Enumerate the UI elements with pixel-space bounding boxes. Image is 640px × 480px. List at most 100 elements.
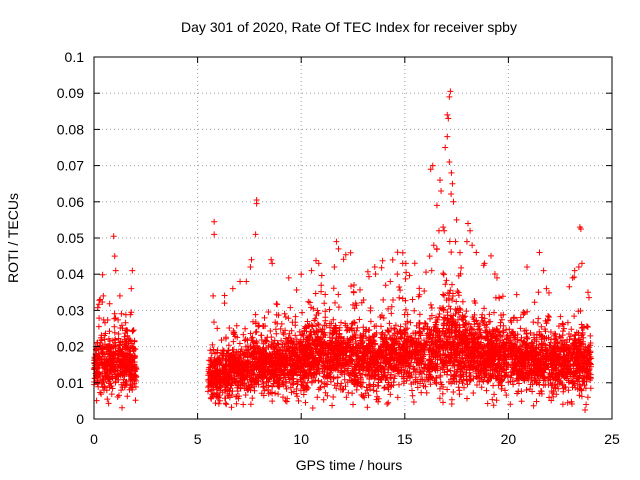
y-tick-label: 0.08 [57,121,84,137]
roti-outlier-point [582,406,589,413]
roti-outlier-point [387,278,394,285]
roti-outlier-point [248,256,255,263]
roti-outlier-point [464,220,471,227]
roti-outlier-point [211,231,218,238]
roti-outlier-point [111,253,118,260]
roti-outlier-point [578,260,585,267]
x-tick-label: 20 [501,431,517,447]
roti-outlier-point [333,238,340,245]
roti-outlier-point [445,115,452,122]
roti-outlier-point [243,278,250,285]
roti-outlier-point [440,224,447,231]
roti-outlier-point [116,292,123,299]
chart-title: Day 301 of 2020, Rate Of TEC Index for r… [181,19,517,35]
roti-outlier-point [524,263,531,270]
roti-point-cloud [91,191,595,411]
roti-outlier-point [252,231,259,238]
roti-outlier-point [433,202,440,209]
roti-outlier-point [335,245,342,252]
roti-outlier-point [237,278,244,285]
roti-outlier-point [427,166,434,173]
roti-outlier-point [97,296,104,303]
roti-outlier-point [444,133,451,140]
y-tick-label: 0.01 [57,375,84,391]
roti-outlier-point [285,274,292,281]
roti-outlier-point [433,245,440,252]
roti-outlier-point [110,233,117,240]
x-axis-label: GPS time / hours [296,457,403,473]
roti-outlier-point [402,260,409,267]
x-tick-label: 25 [604,431,620,447]
roti-outlier-point [571,267,578,274]
x-tick-label: 10 [293,431,309,447]
y-tick-label: 0.04 [57,266,84,282]
roti-outlier-point [385,399,392,406]
roti-outlier-point [446,158,453,165]
roti-outlier-point [446,93,453,100]
roti-outlier-point [351,282,358,289]
roti-outlier-point [450,198,457,205]
roti-outlier-point [569,274,576,281]
roti-outlier-point [247,263,254,270]
roti-outlier-point [437,177,444,184]
roti-outlier-point [577,225,584,232]
y-axis-label: ROTI / TECUs [5,193,21,283]
roti-outlier-point [298,271,305,278]
roti-outlier-point [268,256,275,263]
roti-outlier-point [128,285,135,292]
roti-outlier-point [481,260,488,267]
roti-outlier-point [426,253,433,260]
roti-outlier-point [229,285,236,292]
roti-outlier-point [535,289,542,296]
roti-outlier-point [210,292,217,299]
roti-outlier-point [441,227,448,234]
y-tick-label: 0 [76,411,84,427]
roti-outlier-point [269,260,276,267]
roti-outlier-point [211,218,218,225]
y-tick-label: 0.06 [57,194,84,210]
roti-outlier-point [371,263,378,270]
roti-outlier-point [429,162,436,169]
x-tick-label: 0 [90,431,98,447]
x-tick-label: 5 [194,431,202,447]
roti-outlier-point [315,260,322,267]
roti-outlier-point [308,267,315,274]
roti-outlier-point [453,216,460,223]
roti-outlier-point [583,401,590,408]
y-tick-label: 0.1 [65,49,85,65]
roti-outlier-point [449,180,456,187]
roti-outlier-point [253,200,260,207]
roti-outlier-point [331,263,338,270]
roti-outlier-point [430,242,437,249]
roti-outlier-point [221,300,228,307]
roti-outlier-point [350,401,356,408]
roti-outlier-point [100,292,107,299]
data-points [91,88,595,413]
y-tick-label: 0.02 [57,339,84,355]
roti-outlier-point [448,169,455,176]
roti-outlier-point [435,227,442,234]
roti-outlier-point [240,401,247,408]
roti-outlier-point [469,242,476,249]
roti-outlier-point [463,238,470,245]
roti-outlier-point [540,267,547,274]
x-tick-labels: 0 5 10 15 20 25 [90,431,620,447]
roti-outlier-point [494,274,501,281]
roti-outlier-point [444,111,451,118]
y-tick-label: 0.09 [57,85,84,101]
roti-outlier-point [447,88,454,95]
roti-outlier-point [536,249,543,256]
roti-outlier-point [129,267,136,274]
roti-outlier-point [112,267,119,274]
roti-outlier-point [438,187,445,194]
y-tick-label: 0.05 [57,230,84,246]
grid-lines [94,57,612,419]
roti-outlier-point [473,249,480,256]
roti-outlier-point [575,263,582,270]
roti-outlier-point [452,238,459,245]
y-tick-label: 0.03 [57,302,84,318]
roti-outlier-point [442,144,449,151]
roti-outlier-point [467,227,474,234]
x-tick-label: 15 [397,431,413,447]
